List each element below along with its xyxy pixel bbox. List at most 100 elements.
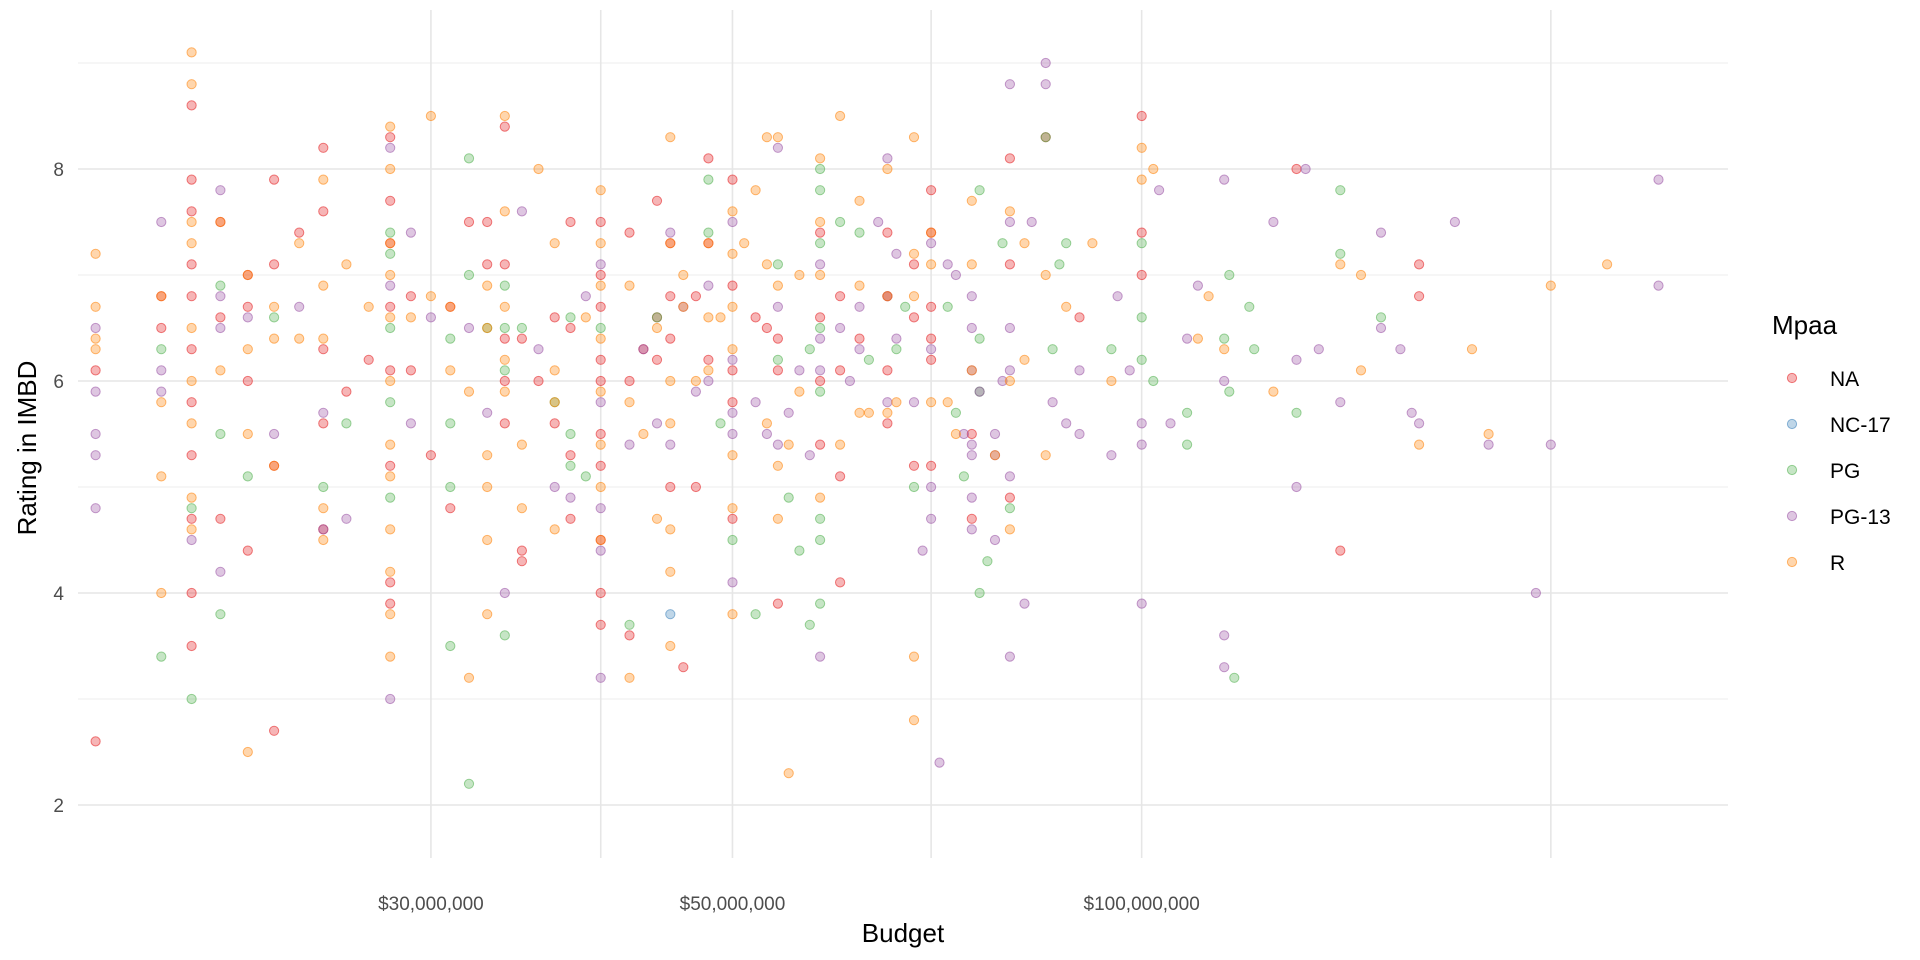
- data-point: [703, 375, 714, 387]
- data-point: [942, 301, 953, 312]
- data-point: [499, 333, 510, 344]
- data-point: [318, 407, 329, 418]
- data-point: [156, 216, 167, 228]
- data-point: [1106, 375, 1117, 387]
- data-point: [186, 100, 197, 111]
- data-point: [385, 471, 396, 482]
- data-point: [783, 492, 794, 503]
- data-point: [595, 619, 606, 630]
- data-point: [549, 481, 560, 493]
- data-point: [242, 545, 253, 556]
- data-point: [425, 291, 436, 302]
- data-point: [772, 354, 784, 365]
- data-point: [90, 365, 101, 376]
- data-point: [385, 227, 396, 238]
- data-point: [1004, 503, 1016, 514]
- y-axis-ticks: 2 4 6 8: [53, 160, 64, 817]
- data-point: [772, 259, 784, 270]
- data-point: [638, 344, 649, 355]
- data-point: [215, 280, 226, 291]
- data-point: [772, 598, 784, 609]
- data-point: [1406, 407, 1417, 418]
- data-point: [882, 227, 893, 238]
- data-point: [405, 365, 416, 376]
- x-tick-label: $100,000,000: [1084, 894, 1200, 915]
- data-point: [926, 238, 937, 249]
- data-point: [318, 524, 329, 535]
- data-point: [294, 301, 305, 312]
- data-point: [815, 333, 826, 344]
- data-point: [727, 534, 738, 546]
- data-point: [1124, 365, 1135, 376]
- data-point: [242, 746, 253, 758]
- data-point: [989, 534, 1001, 546]
- data-point: [908, 651, 920, 662]
- data-point: [156, 291, 167, 302]
- data-point: [186, 397, 197, 408]
- data-point: [156, 365, 167, 376]
- data-point: [1136, 142, 1147, 153]
- data-point: [318, 206, 329, 217]
- data-point: [1074, 312, 1085, 323]
- data-point: [385, 460, 396, 471]
- data-point: [783, 768, 794, 779]
- data-point: [727, 344, 738, 355]
- data-point: [651, 312, 663, 323]
- data-point: [772, 280, 784, 291]
- data-point: [882, 153, 893, 164]
- data-point: [269, 333, 280, 344]
- data-point: [665, 418, 676, 429]
- data-point: [815, 312, 826, 323]
- data-point: [445, 503, 456, 514]
- data-point: [595, 216, 606, 228]
- data-point: [794, 269, 805, 281]
- data-point: [891, 248, 902, 259]
- data-point: [516, 503, 528, 514]
- data-point: [1375, 312, 1387, 323]
- x-tick-label: $30,000,000: [378, 894, 484, 915]
- legend-title: Mpaa: [1772, 310, 1838, 340]
- data-point: [1229, 672, 1240, 683]
- data-point: [385, 312, 396, 323]
- data-point: [882, 163, 893, 175]
- data-points: [90, 47, 1664, 789]
- data-point: [1106, 344, 1117, 355]
- legend-item: R: [1786, 552, 1845, 575]
- data-point: [186, 344, 197, 355]
- data-point: [727, 354, 738, 365]
- data-point: [385, 492, 396, 503]
- data-point: [499, 418, 510, 429]
- data-point: [385, 693, 396, 705]
- data-point: [580, 291, 591, 302]
- data-point: [815, 598, 826, 609]
- data-point: [516, 206, 528, 217]
- data-point: [1136, 110, 1147, 122]
- data-point: [815, 651, 826, 662]
- data-point: [1244, 301, 1255, 312]
- data-point: [90, 344, 101, 355]
- data-point: [1395, 344, 1406, 355]
- data-point: [186, 47, 197, 58]
- data-point: [580, 312, 591, 323]
- data-point: [1414, 259, 1425, 270]
- data-point: [1136, 174, 1147, 185]
- data-point: [405, 312, 416, 323]
- data-point: [1219, 333, 1230, 344]
- data-point: [1047, 344, 1058, 355]
- data-point: [215, 312, 226, 323]
- data-point: [1300, 163, 1311, 175]
- data-point: [425, 312, 436, 323]
- legend-item: PG: [1786, 460, 1860, 483]
- data-point: [1040, 57, 1051, 69]
- data-point: [186, 693, 197, 705]
- data-point: [727, 280, 738, 291]
- data-point: [1182, 333, 1193, 344]
- data-point: [815, 238, 826, 249]
- data-point: [186, 259, 197, 270]
- legend-key: [1786, 372, 1798, 384]
- data-point: [772, 142, 784, 153]
- data-point: [665, 609, 676, 620]
- data-point: [1026, 216, 1037, 228]
- data-point: [595, 534, 606, 546]
- data-point: [1291, 481, 1302, 493]
